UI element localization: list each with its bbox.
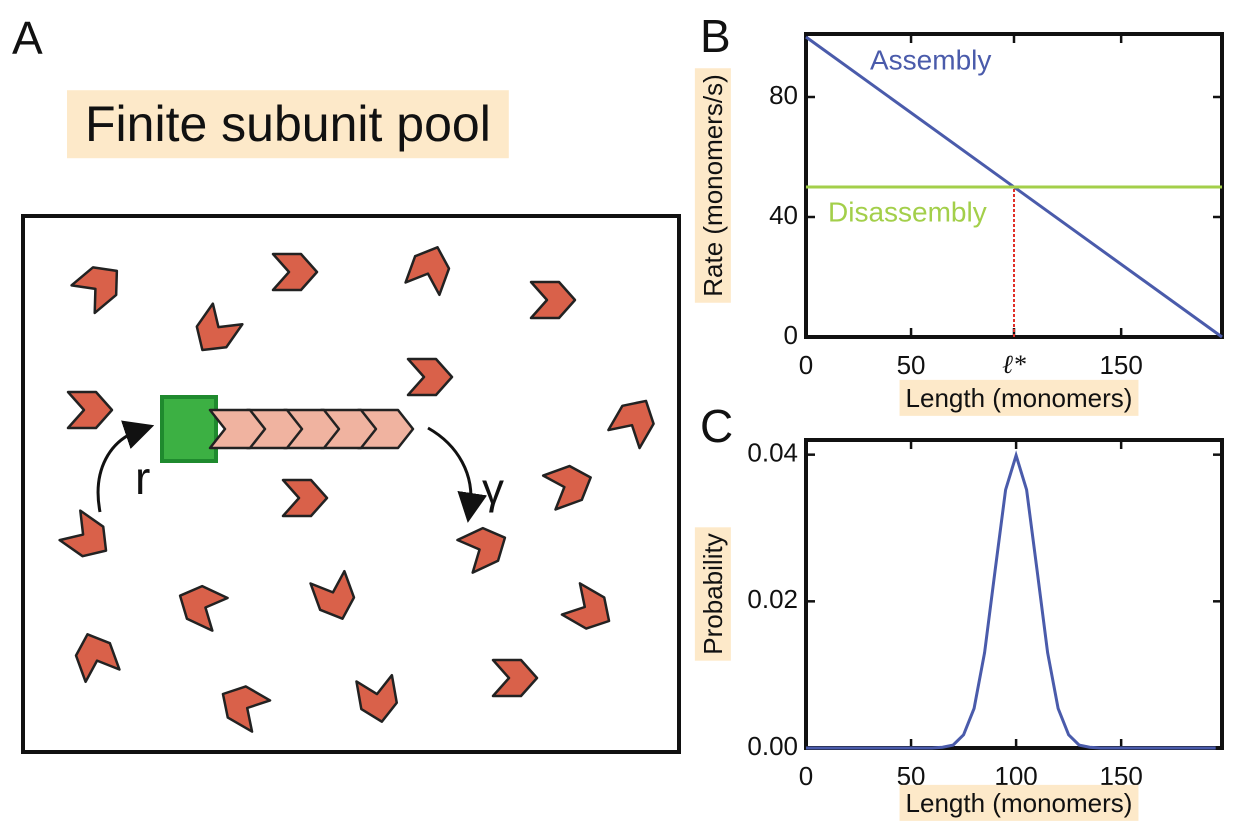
subunit <box>355 673 399 723</box>
title-highlight <box>67 90 509 159</box>
nucleator <box>160 395 218 463</box>
subunit <box>178 584 229 632</box>
subunit <box>66 390 114 430</box>
subunit <box>456 526 507 574</box>
x-tick-label: 0 <box>799 761 813 791</box>
x-tick-label: ℓ* <box>1002 350 1026 379</box>
subunit <box>221 685 272 733</box>
subunit <box>404 246 451 297</box>
line <box>806 450 1216 750</box>
subunit <box>195 302 244 352</box>
subunit <box>529 280 577 320</box>
x-tick-label: 150 <box>1099 350 1142 380</box>
panel-title: Finite subunit pool <box>85 96 491 152</box>
growth-rate: r <box>135 452 150 504</box>
subunit <box>281 478 329 518</box>
y-axis-label: Rate (monomers/s) <box>698 74 728 297</box>
series-label: Assembly <box>870 44 991 75</box>
subunit <box>607 399 655 450</box>
panel-label: B <box>700 10 731 62</box>
filament <box>208 408 415 450</box>
x-tick-label: 0 <box>799 350 813 380</box>
y-axis-label: Probability <box>698 533 728 654</box>
subunit <box>271 252 319 292</box>
filament-subunit <box>208 408 267 450</box>
label-highlight <box>899 784 1139 821</box>
shrink-rate: γ <box>482 465 504 514</box>
x-axis-label: Length (monomers) <box>906 383 1133 413</box>
panel-label: A <box>12 12 43 64</box>
label-highlight <box>694 68 731 303</box>
series-label: Disassembly <box>828 196 987 227</box>
subunit <box>74 633 121 684</box>
subunit <box>560 582 611 630</box>
plot-frame <box>804 438 1224 750</box>
subunit <box>491 658 539 698</box>
subunit <box>406 357 454 397</box>
label-highlight <box>694 527 731 661</box>
subunit <box>70 266 119 315</box>
x-axis-label: Length (monomers) <box>906 788 1133 818</box>
y-tick-label: 0 <box>784 320 798 350</box>
panel-label: C <box>700 400 733 452</box>
y-tick-label: 40 <box>769 200 798 230</box>
y-tick-label: 0.02 <box>747 584 798 614</box>
y-tick-label: 0.04 <box>747 438 798 468</box>
subunit <box>309 569 356 620</box>
pool-box <box>21 214 681 754</box>
x-tick-label: 50 <box>897 350 926 380</box>
subunit <box>58 509 108 558</box>
growth-arrow <box>96 420 155 513</box>
subunit <box>541 464 592 511</box>
y-tick-label: 80 <box>769 80 798 110</box>
subunit-pool <box>58 246 655 733</box>
label-highlight <box>899 379 1139 416</box>
y-tick-label: 0.00 <box>747 731 798 761</box>
shrink-arrow <box>427 426 488 523</box>
